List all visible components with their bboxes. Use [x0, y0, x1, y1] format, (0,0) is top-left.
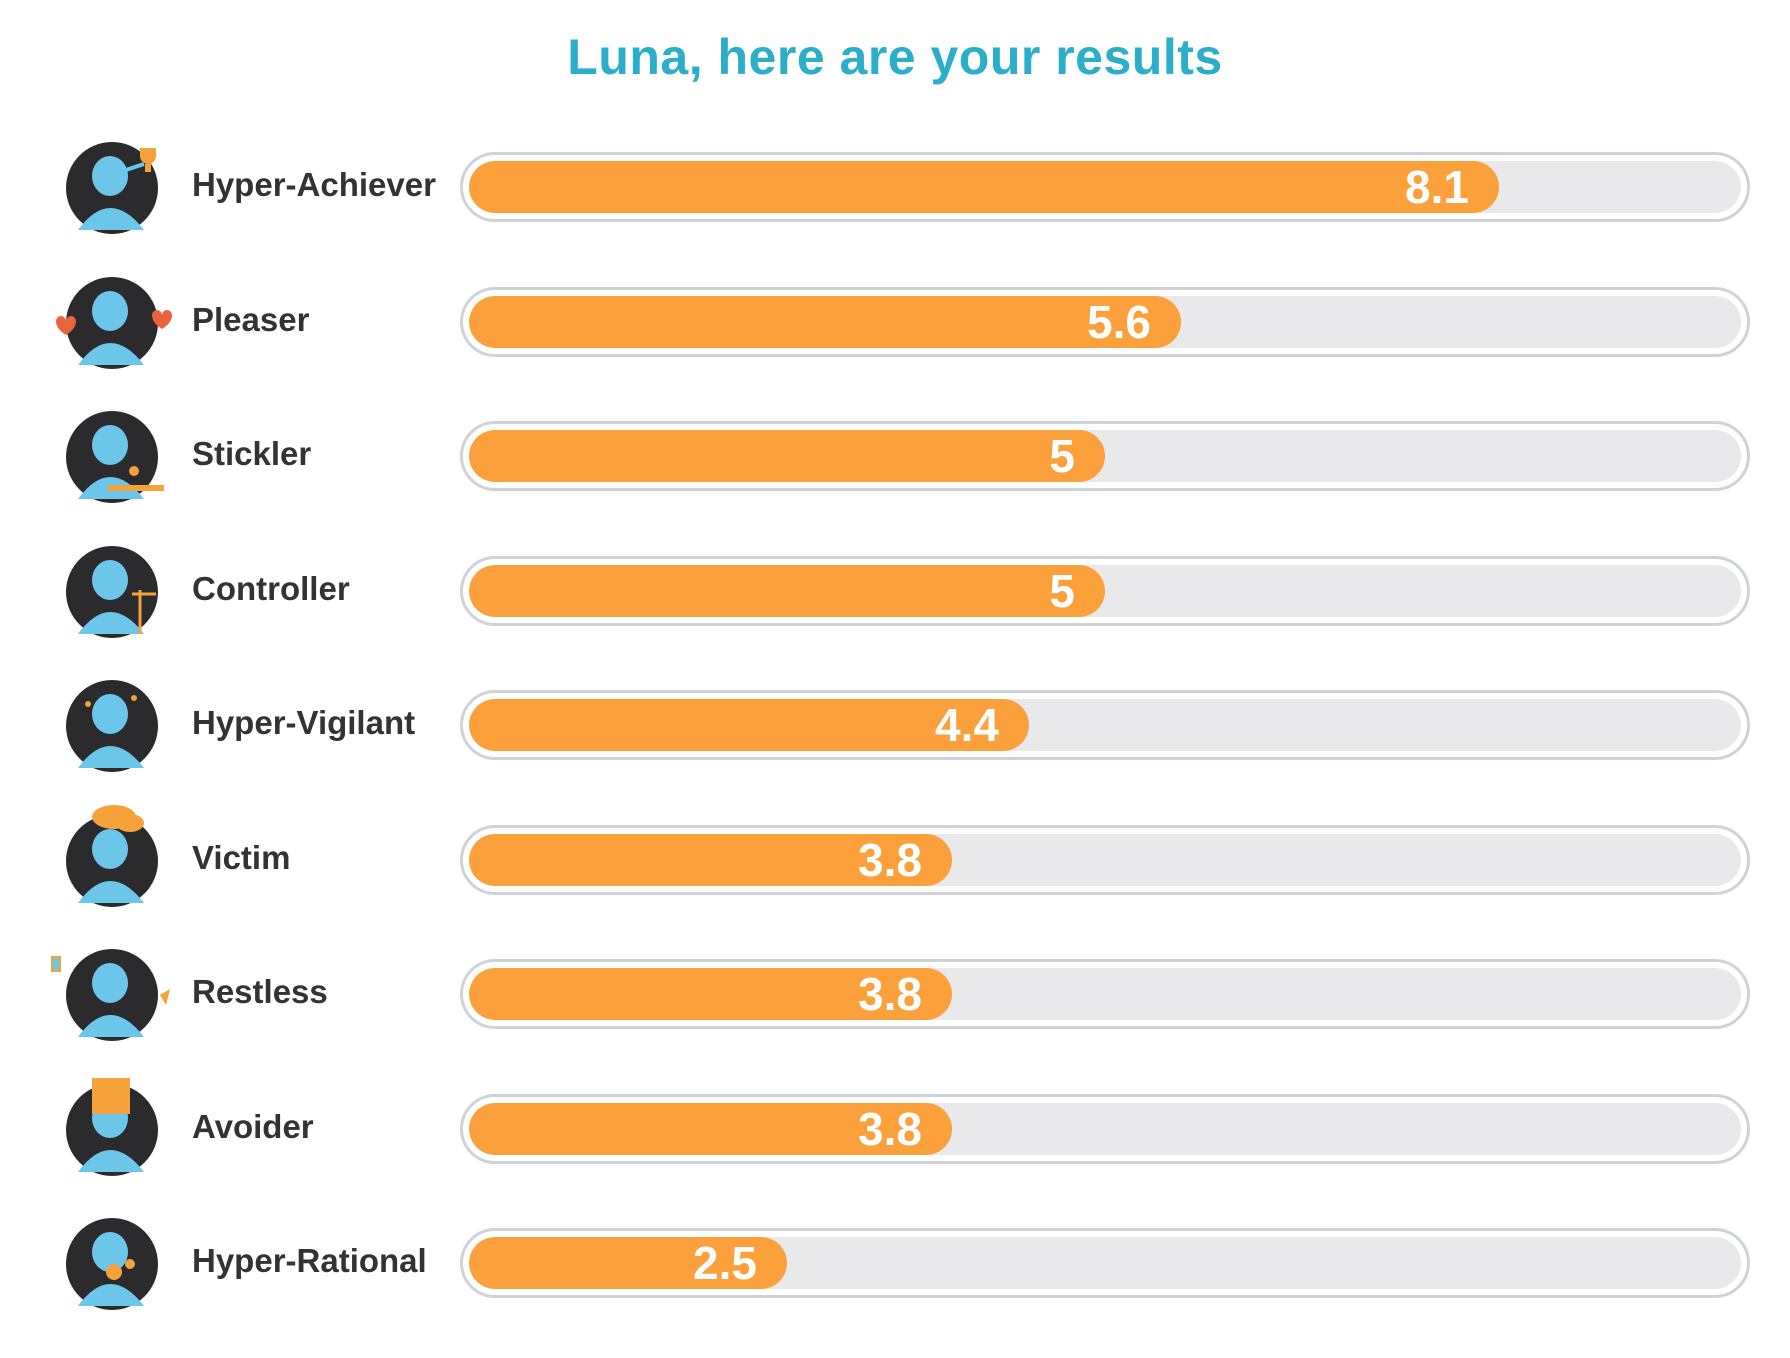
bar: 8.1 — [469, 161, 1499, 213]
category-label: Pleaser — [192, 300, 310, 338]
victim-avatar-icon — [48, 803, 178, 913]
hyper-achiever-avatar-icon — [48, 130, 178, 240]
bar-track: 3.8 — [460, 1093, 1750, 1164]
bar-track: 5 — [460, 421, 1750, 491]
result-row: Pleaser 5.6 — [0, 265, 1790, 375]
bar-value-label: 4.4 — [935, 699, 999, 751]
controller-avatar-icon — [48, 534, 178, 644]
bar-value-label: 5 — [1049, 430, 1075, 482]
category-label: Avoider — [192, 1107, 314, 1145]
result-row: Hyper-Achiever 8.1 — [0, 130, 1790, 240]
bar-track-inner: 5.6 — [469, 295, 1741, 348]
bar: 3.8 — [469, 1102, 952, 1155]
category-label: Controller — [192, 569, 350, 607]
bar-track: 4.4 — [460, 690, 1750, 760]
result-row: Controller 5 — [0, 534, 1790, 644]
bar-track: 8.1 — [460, 152, 1750, 222]
bar-value-label: 8.1 — [1405, 161, 1469, 213]
bar: 5 — [469, 430, 1105, 482]
bar-value-label: 5 — [1049, 564, 1075, 617]
bar-track: 2.5 — [460, 1228, 1750, 1298]
avoider-avatar-icon — [48, 1072, 178, 1182]
bar-value-label: 3.8 — [858, 968, 922, 1020]
bar-track: 3.8 — [460, 824, 1750, 895]
restless-avatar-icon — [48, 937, 178, 1047]
bar: 3.8 — [469, 833, 952, 886]
bar-track-inner: 3.8 — [469, 968, 1741, 1020]
result-row: Hyper-Rational 2.5 — [0, 1206, 1790, 1316]
result-row: Avoider 3.8 — [0, 1072, 1790, 1182]
result-row: Victim 3.8 — [0, 803, 1790, 913]
bar-track-inner: 5 — [469, 564, 1741, 617]
bar: 2.5 — [469, 1237, 787, 1289]
bar-track: 5 — [460, 555, 1750, 626]
result-row: Stickler 5 — [0, 399, 1790, 509]
hyper-vigilant-avatar-icon — [48, 668, 178, 778]
category-label: Hyper-Vigilant — [192, 704, 416, 741]
bar-track: 3.8 — [460, 959, 1750, 1029]
result-row: Hyper-Vigilant 4.4 — [0, 668, 1790, 778]
bar-value-label: 3.8 — [858, 1102, 922, 1155]
bar-track-inner: 5 — [469, 430, 1741, 482]
category-label: Stickler — [192, 435, 312, 472]
category-label: Hyper-Achiever — [192, 166, 436, 203]
stickler-avatar-icon — [48, 399, 178, 509]
pleaser-avatar-icon — [48, 265, 178, 375]
bar: 5.6 — [469, 295, 1181, 348]
category-label: Hyper-Rational — [192, 1242, 427, 1279]
category-label: Restless — [192, 973, 328, 1010]
bar-value-label: 3.8 — [858, 833, 922, 886]
bar-track: 5.6 — [460, 286, 1750, 357]
bar: 4.4 — [469, 699, 1029, 751]
bar-track-inner: 3.8 — [469, 833, 1741, 886]
page-title: Luna, here are your results — [567, 29, 1223, 85]
hyper-rational-avatar-icon — [48, 1206, 178, 1316]
bar: 5 — [469, 564, 1105, 617]
result-row: Restless 3.8 — [0, 937, 1790, 1047]
bar-value-label: 2.5 — [693, 1237, 757, 1289]
bar-track-inner: 2.5 — [469, 1237, 1741, 1289]
bar-track-inner: 8.1 — [469, 161, 1741, 213]
bar: 3.8 — [469, 968, 952, 1020]
category-label: Victim — [192, 838, 291, 876]
bar-value-label: 5.6 — [1087, 295, 1151, 348]
bar-track-inner: 4.4 — [469, 699, 1741, 751]
bar-track-inner: 3.8 — [469, 1102, 1741, 1155]
